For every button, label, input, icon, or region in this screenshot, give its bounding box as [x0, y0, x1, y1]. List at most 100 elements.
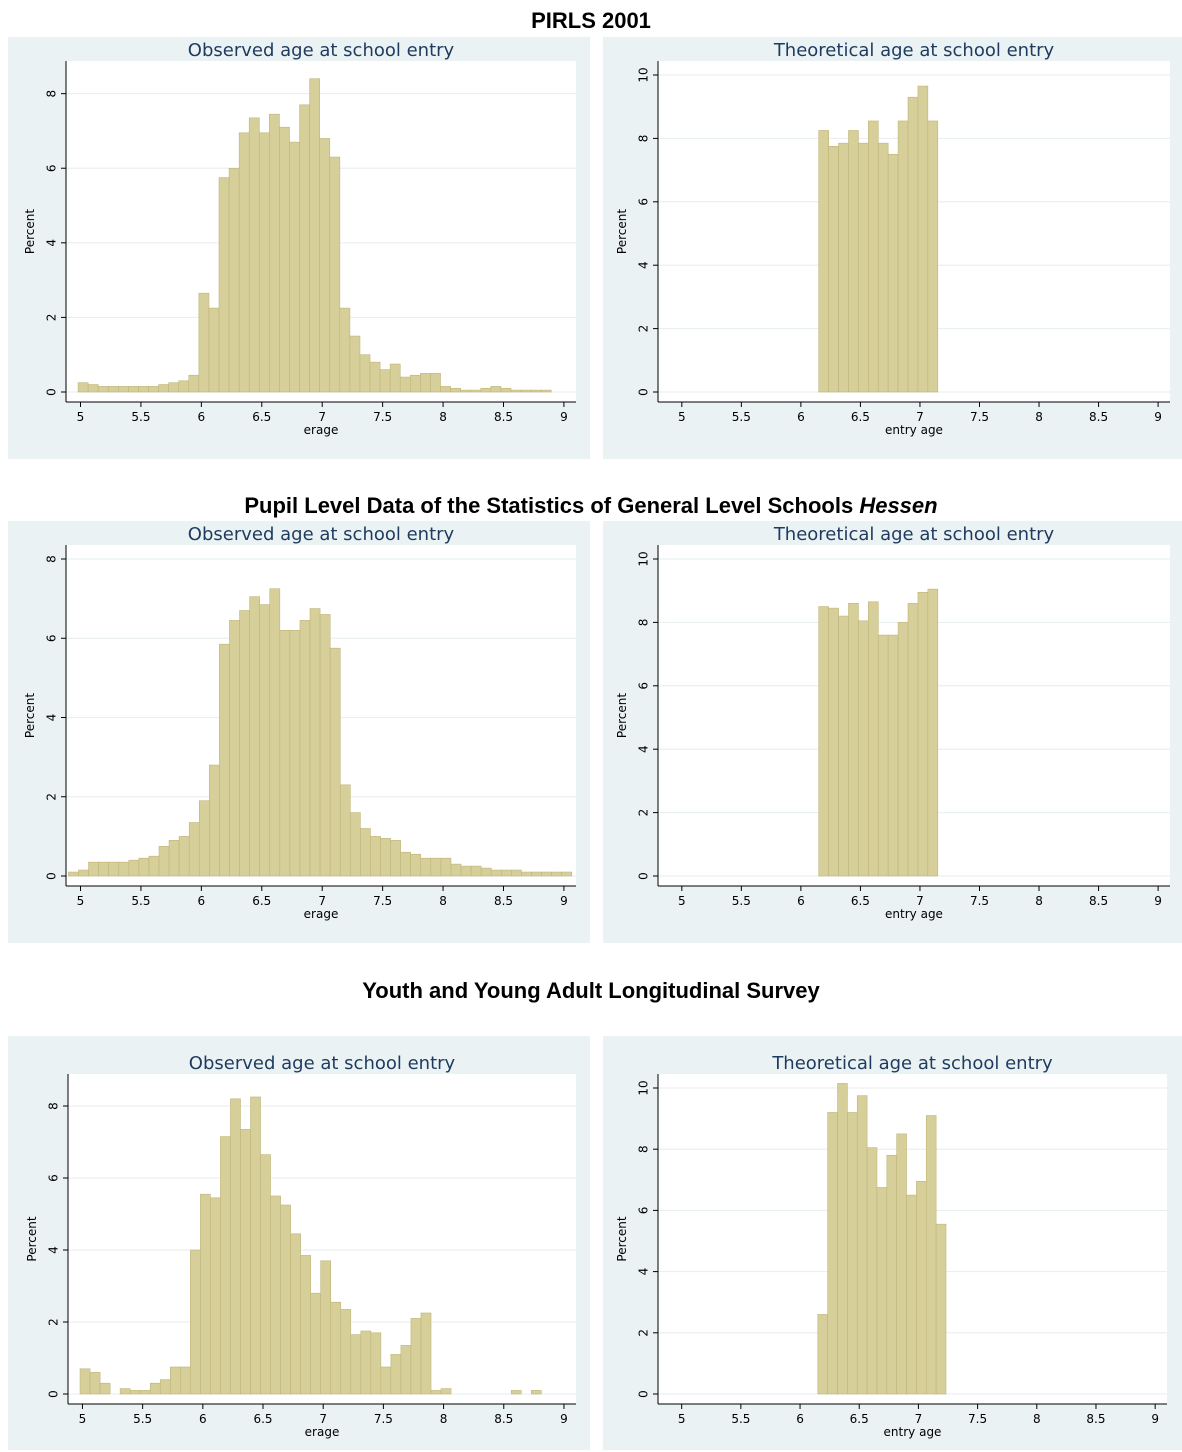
- histogram-bar: [411, 854, 421, 876]
- histogram-bar: [471, 390, 481, 392]
- histogram-bar: [129, 860, 139, 876]
- histogram-bar: [542, 872, 552, 876]
- histogram-bar: [858, 143, 868, 392]
- histogram-bar: [847, 1112, 857, 1394]
- histogram-bar: [936, 1224, 946, 1394]
- histogram-bar: [401, 1345, 411, 1394]
- histogram-bar: [857, 1096, 867, 1394]
- histogram-bar: [209, 765, 219, 876]
- histogram-bar: [481, 868, 491, 876]
- histogram-bar: [878, 143, 888, 392]
- section-title-text: Pupil Level Data of the Statistics of Ge…: [244, 493, 859, 518]
- y-tick-label: 6: [45, 164, 59, 172]
- y-tick-label: 4: [45, 714, 59, 722]
- histogram-bar: [848, 130, 858, 392]
- y-tick-label: 4: [45, 239, 59, 247]
- x-tick-label: 8: [440, 1412, 448, 1426]
- y-axis-label: Percent: [615, 1216, 629, 1261]
- histogram-bar: [838, 1083, 848, 1394]
- histogram-bar: [139, 858, 149, 876]
- y-tick-label: 6: [45, 634, 59, 642]
- x-tick-label: 7.5: [970, 410, 989, 424]
- x-axis-label: entry age: [885, 907, 943, 921]
- histogram-bar: [440, 386, 450, 392]
- histogram-bar: [521, 872, 531, 876]
- x-tick-label: 6.5: [851, 410, 870, 424]
- histogram-bar: [898, 622, 908, 876]
- y-tick-label: 2: [47, 1318, 61, 1326]
- histogram-bar: [159, 385, 169, 392]
- x-tick-label: 6: [198, 410, 206, 424]
- x-tick-label: 6.5: [851, 894, 870, 908]
- histogram-bar: [230, 1099, 240, 1394]
- histogram-bar: [189, 823, 199, 876]
- histogram-hessen-theoretical: 0 2 4 6 8 10 5 5.5 6 6.5 7 7.5 8 8.5 9 Theoretical age …: [603, 521, 1182, 943]
- histogram-bar: [491, 386, 501, 392]
- histogram-bar: [269, 114, 279, 392]
- histogram-bar: [179, 836, 189, 876]
- y-axis-label: Percent: [615, 693, 629, 738]
- histogram-bar: [867, 1148, 877, 1394]
- histogram-bar: [229, 168, 239, 392]
- x-tick-label: 7: [318, 410, 326, 424]
- histogram-bar: [421, 1313, 431, 1394]
- histogram-bar: [311, 1293, 321, 1394]
- histogram-bar: [391, 1354, 401, 1394]
- histogram-bar: [908, 603, 918, 876]
- histogram-bar: [471, 866, 481, 876]
- y-tick-label: 0: [47, 1390, 61, 1398]
- histogram-bar: [461, 390, 471, 392]
- histogram-bar: [420, 373, 430, 392]
- histogram-bar: [219, 644, 229, 876]
- x-tick-label: 8: [439, 894, 447, 908]
- histogram-bar: [99, 862, 109, 876]
- histogram-bar: [340, 785, 350, 876]
- y-tick-label: 8: [45, 90, 59, 98]
- histogram-bar: [898, 121, 908, 392]
- histogram-bar: [321, 1261, 331, 1394]
- histogram-bar: [918, 592, 928, 876]
- section-title-youth-survey: Youth and Young Adult Longitudinal Surve…: [0, 978, 1182, 1004]
- histogram-bar: [78, 870, 88, 876]
- histogram-bar: [279, 127, 289, 392]
- histogram-bar: [828, 1112, 838, 1394]
- histogram-bar: [907, 1195, 917, 1394]
- x-tick-label: 9: [560, 894, 568, 908]
- histogram-bar: [80, 1369, 90, 1394]
- chart-title: Observed age at school entry: [189, 1053, 456, 1074]
- histogram-bar: [361, 1331, 371, 1394]
- y-tick-label: 8: [47, 1102, 61, 1110]
- x-tick-label: 6.5: [253, 1412, 272, 1426]
- section-title-hessen: Pupil Level Data of the Statistics of Ge…: [0, 493, 1182, 519]
- histogram-bar: [160, 1380, 170, 1394]
- x-tick-label: 6.5: [252, 410, 271, 424]
- histogram-bar: [562, 872, 572, 876]
- histogram-bar: [819, 607, 829, 876]
- histogram-bar: [251, 1097, 261, 1394]
- histogram-bar: [360, 828, 370, 876]
- histogram-bar: [159, 846, 169, 876]
- y-tick-label: 4: [47, 1246, 61, 1254]
- histogram-bar: [350, 813, 360, 876]
- histogram-bar: [138, 386, 148, 392]
- x-tick-label: 6: [796, 1412, 804, 1426]
- histogram-bar: [441, 858, 451, 876]
- x-tick-label: 8.5: [494, 894, 513, 908]
- histogram-bar: [521, 390, 531, 392]
- histogram-bar: [190, 1250, 200, 1394]
- histogram-bar: [300, 105, 310, 392]
- y-tick-label: 8: [637, 1145, 651, 1153]
- y-tick-label: 8: [637, 135, 651, 143]
- histogram-bar: [68, 872, 78, 876]
- x-tick-label: 5: [678, 894, 686, 908]
- histogram-bar: [240, 611, 250, 876]
- x-tick-label: 6: [797, 410, 805, 424]
- histogram-bar: [300, 620, 310, 876]
- histogram-bar: [501, 388, 511, 392]
- histogram-youth-theoretical: 0 2 4 6 8 10 5 5.5 6 6.5 7 7.5 8 8.5 9 Theoretical age …: [603, 1036, 1182, 1450]
- y-tick-label: 0: [637, 1390, 651, 1398]
- histogram-bar: [331, 1302, 341, 1394]
- x-tick-label: 5.5: [731, 1412, 750, 1426]
- x-axis-label: erage: [304, 423, 339, 437]
- x-tick-label: 9: [1154, 410, 1162, 424]
